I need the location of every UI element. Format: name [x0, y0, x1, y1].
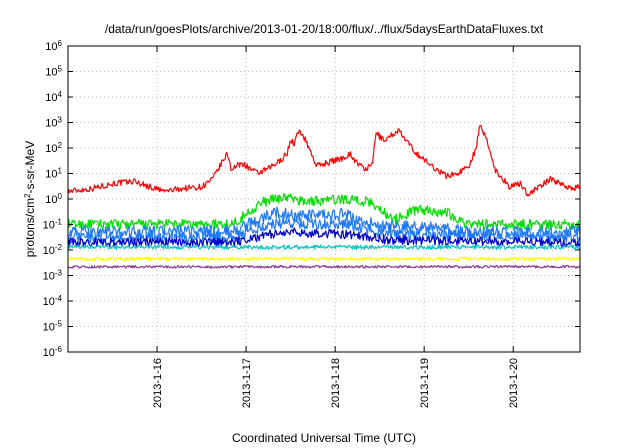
- x-tick-label: 2013-1-19: [419, 358, 431, 408]
- y-tick-exponent: 6: [58, 39, 63, 48]
- y-tick-label: 10-1: [43, 217, 63, 232]
- y-tick-exponent: -6: [55, 345, 63, 354]
- y-tick-label: 101: [45, 166, 62, 181]
- y-tick-base: 10: [43, 322, 55, 334]
- y-tick-exponent: 1: [58, 166, 63, 175]
- y-tick-exponent: -1: [55, 217, 63, 226]
- x-tick-label: 2013-1-20: [508, 358, 520, 408]
- y-tick-base: 10: [43, 296, 55, 308]
- y-tick-label: 105: [45, 64, 62, 79]
- y-axis-label-sup: 2: [23, 193, 32, 198]
- y-tick-exponent: -5: [55, 319, 63, 328]
- y-tick-label: 10-2: [43, 243, 63, 258]
- series-line-6: [67, 244, 581, 250]
- series-layer: [67, 124, 581, 269]
- y-tick-base: 10: [43, 245, 55, 257]
- x-tick-label: 2013-1-18: [330, 358, 342, 408]
- chart-title: /data/run/goesPlots/archive/2013-01-20/1…: [105, 22, 544, 36]
- y-tick-label: 10-4: [43, 294, 63, 309]
- y-tick-base: 10: [45, 118, 57, 130]
- y-tick-label: 104: [45, 90, 62, 105]
- y-tick-label: 10-6: [43, 345, 63, 360]
- y-tick-exponent: -2: [55, 243, 63, 252]
- y-tick-exponent: 3: [58, 115, 63, 124]
- y-tick-label: 100: [45, 192, 62, 207]
- y-tick-base: 10: [43, 271, 55, 283]
- y-axis-label: protons/cm2-s-sr-MeV: [23, 141, 38, 257]
- y-tick-exponent: 5: [58, 64, 63, 73]
- y-tick-label: 10-5: [43, 319, 63, 334]
- y-axis-label-rest: -s-sr-MeV: [23, 141, 37, 194]
- y-tick-label: 103: [45, 115, 62, 130]
- series-line-7: [67, 256, 581, 262]
- series-line-8: [67, 264, 581, 269]
- y-tick-exponent: -4: [55, 294, 63, 303]
- y-tick-base: 10: [45, 41, 57, 53]
- y-tick-label: 10-3: [43, 268, 63, 283]
- y-axis-label-main: protons/cm: [23, 198, 37, 257]
- series-line-1: [67, 124, 581, 197]
- series-line-3: [67, 206, 581, 240]
- series-line-2: [67, 193, 581, 231]
- y-tick-base: 10: [43, 220, 55, 232]
- y-tick-base: 10: [45, 194, 57, 206]
- y-tick-label: 106: [45, 39, 62, 54]
- x-axis-label: Coordinated Universal Time (UTC): [232, 431, 416, 445]
- y-tick-exponent: 2: [58, 141, 63, 150]
- y-tick-exponent: 0: [58, 192, 63, 201]
- x-tick-label: 2013-1-17: [241, 358, 253, 408]
- tick-layer: 10-610-510-410-310-210-11001011021031041…: [43, 39, 580, 408]
- y-tick-exponent: -3: [55, 268, 63, 277]
- y-tick-base: 10: [45, 143, 57, 155]
- series-line-5: [67, 227, 581, 248]
- x-tick-label: 2013-1-16: [152, 358, 164, 408]
- y-tick-base: 10: [45, 169, 57, 181]
- y-tick-base: 10: [45, 92, 57, 104]
- y-tick-base: 10: [43, 347, 55, 359]
- y-tick-label: 102: [45, 141, 62, 156]
- y-tick-base: 10: [45, 67, 57, 79]
- y-tick-exponent: 4: [58, 90, 63, 99]
